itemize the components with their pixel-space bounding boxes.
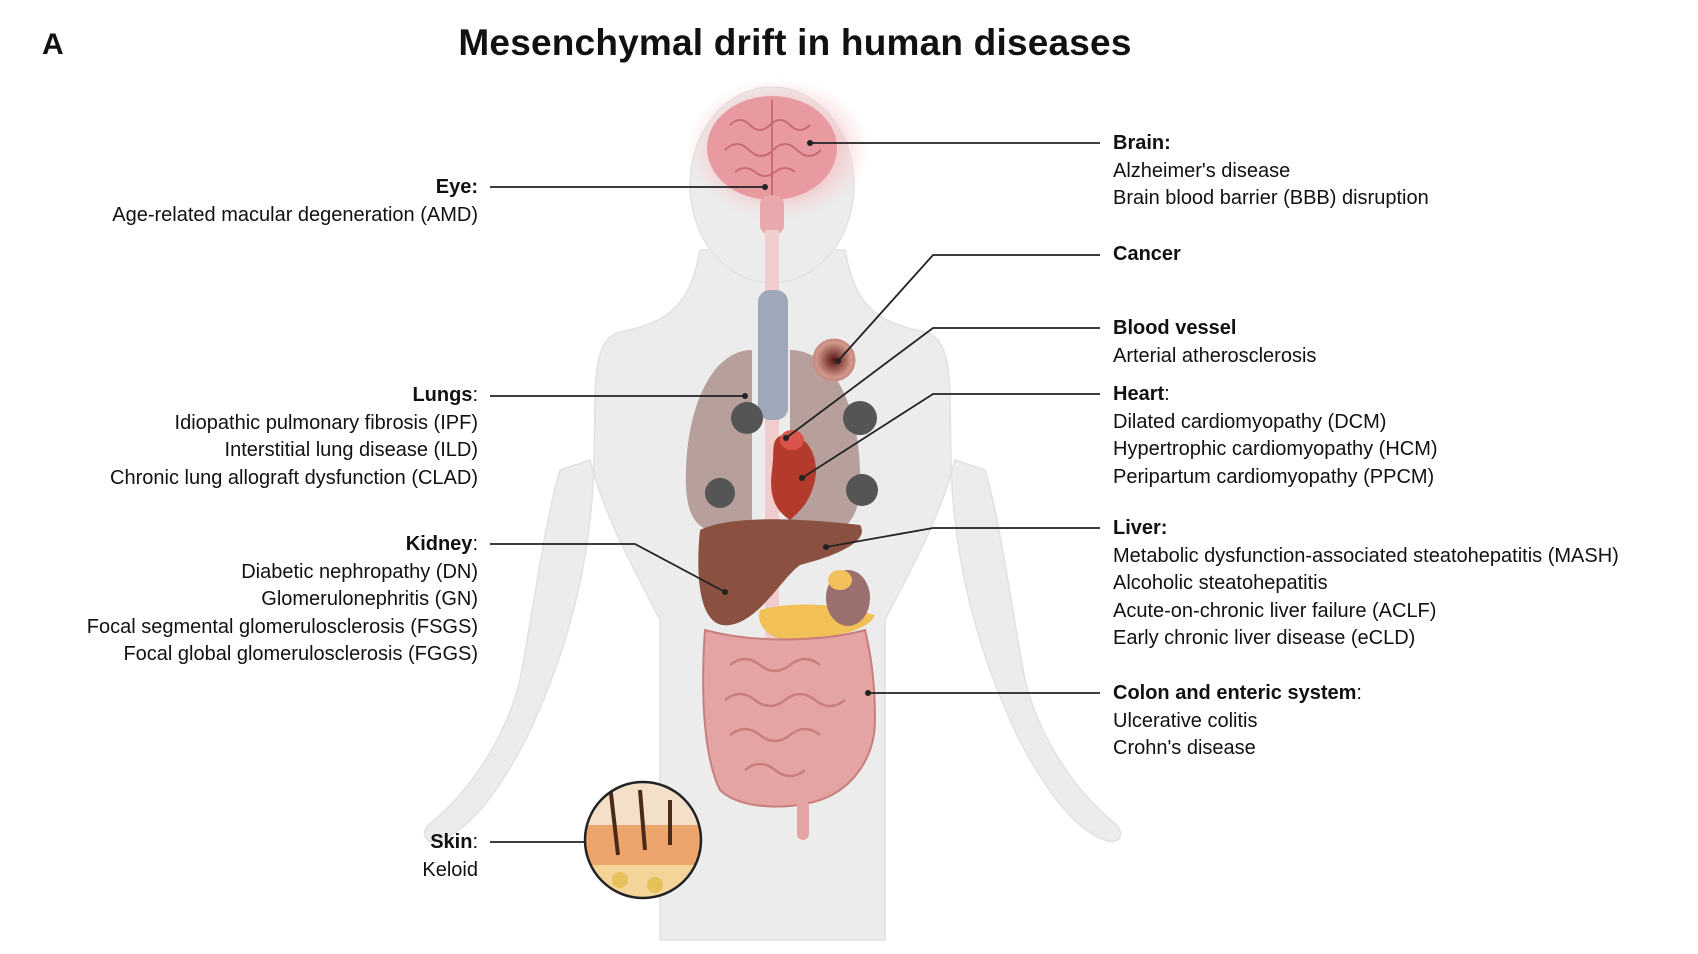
leader-lines xyxy=(490,142,1100,843)
brain-graphic xyxy=(686,78,870,235)
tumor-graphic xyxy=(812,338,856,382)
intestines-graphic xyxy=(702,628,877,840)
label-skin-item: Keloid xyxy=(422,858,478,881)
label-lungs-item: Interstitial lung disease (ILD) xyxy=(224,439,478,461)
trachea-graphic xyxy=(758,290,788,420)
label-heart: Heart: Dilated cardiomyopathy (DCM) Hype… xyxy=(1113,381,1438,491)
label-lungs-colon: : xyxy=(472,384,478,406)
leader-line-kidney xyxy=(490,543,726,593)
label-kidney-item: Diabetic nephropathy (DN) xyxy=(241,560,478,583)
label-blood-vessel-name: Blood vessel xyxy=(1113,317,1237,339)
label-skin-colon: : xyxy=(472,831,478,853)
label-kidney: Kidney: Diabetic nephropathy (DN) Glomer… xyxy=(87,531,478,669)
label-colon: Colon and enteric system: Ulcerative col… xyxy=(1113,680,1362,763)
label-liver-item: Acute-on-chronic liver failure (ACLF) xyxy=(1113,599,1437,622)
label-eye-name: Eye: xyxy=(435,176,478,198)
skin-graphic xyxy=(583,780,703,900)
label-cancer-name: Cancer xyxy=(1113,243,1181,265)
label-cancer: Cancer xyxy=(1113,241,1181,269)
label-colon-item: Crohn's disease xyxy=(1113,737,1256,759)
label-colon-item: Ulcerative colitis xyxy=(1113,709,1258,732)
label-lungs-item: Chronic lung allograft dysfunction (CLAD… xyxy=(110,466,478,489)
label-brain: Brain: Alzheimer's disease Brain blood b… xyxy=(1113,130,1429,213)
leader-line-liver xyxy=(825,527,1100,548)
label-colon-colon: : xyxy=(1356,682,1362,704)
label-colon-name: Colon and enteric system xyxy=(1113,682,1357,704)
label-kidney-name: Kidney xyxy=(405,533,473,555)
label-liver-item: Early chronic liver disease (eCLD) xyxy=(1113,627,1416,649)
label-liver-name: Liver: xyxy=(1113,517,1168,539)
label-heart-item: Peripartum cardiomyopathy (PPCM) xyxy=(1113,465,1435,488)
leader-line-cancer xyxy=(837,254,1100,362)
leader-line-blood-vessel xyxy=(785,327,1100,439)
pancreas-graphic xyxy=(759,570,875,640)
leader-line-heart xyxy=(801,393,1100,479)
label-eye-item: Age-related macular degeneration (AMD) xyxy=(112,203,478,226)
liver-graphic xyxy=(698,519,862,626)
label-skin-name: Skin xyxy=(430,831,473,853)
label-kidney-colon: : xyxy=(472,533,478,555)
label-kidney-item: Focal segmental glomerulosclerosis (FSGS… xyxy=(86,615,478,638)
label-eye: Eye: Age-related macular degeneration (A… xyxy=(112,174,478,229)
label-heart-item: Dilated cardiomyopathy (DCM) xyxy=(1113,410,1387,433)
label-lungs-item: Idiopathic pulmonary fibrosis (IPF) xyxy=(174,411,478,434)
label-skin: Skin: Keloid xyxy=(422,829,478,884)
panel-label: A xyxy=(42,28,64,61)
label-brain-item: Brain blood barrier (BBB) disruption xyxy=(1113,187,1429,209)
label-brain-item: Alzheimer's disease xyxy=(1113,159,1291,182)
figure-title: Mesenchymal drift in human diseases xyxy=(458,22,1132,63)
label-blood-vessel-item: Arterial atherosclerosis xyxy=(1113,344,1317,367)
label-heart-colon: : xyxy=(1164,383,1170,405)
label-heart-item: Hypertrophic cardiomyopathy (HCM) xyxy=(1113,438,1438,460)
label-kidney-item: Focal global glomerulosclerosis (FGGS) xyxy=(123,643,478,665)
label-lungs-name: Lungs xyxy=(412,384,473,406)
label-kidney-item: Glomerulonephritis (GN) xyxy=(261,588,478,610)
label-liver-item: Metabolic dysfunction-associated steatoh… xyxy=(1113,544,1619,567)
label-blood-vessel: Blood vessel Arterial atherosclerosis xyxy=(1113,315,1316,370)
label-brain-name: Brain: xyxy=(1113,132,1171,154)
label-liver: Liver: Metabolic dysfunction-associated … xyxy=(1113,515,1619,653)
label-heart-name: Heart xyxy=(1113,383,1165,405)
leader-dots xyxy=(722,140,871,696)
label-lungs: Lungs: Idiopathic pulmonary fibrosis (IP… xyxy=(110,382,478,492)
label-liver-item: Alcoholic steatohepatitis xyxy=(1113,572,1328,594)
